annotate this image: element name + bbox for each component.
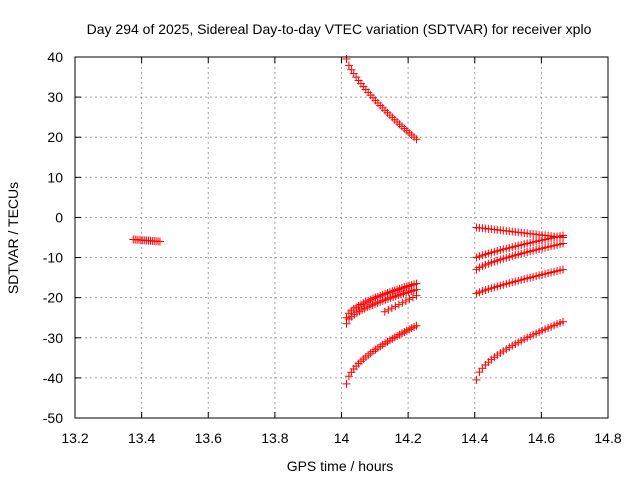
x-axis-label: GPS time / hours [287, 458, 394, 474]
series-arc-11 [472, 317, 568, 384]
data-point [342, 379, 351, 388]
series-arc-5 [380, 291, 421, 316]
grid [75, 57, 608, 418]
chart-title: Day 294 of 2025, Sidereal Day-to-day VTE… [87, 21, 592, 37]
data-point [401, 297, 410, 306]
x-tick-label: 13.4 [128, 430, 155, 446]
series-arc-4 [342, 285, 421, 328]
x-tick-label: 13.6 [195, 430, 222, 446]
data-point [398, 298, 407, 307]
x-tick-label: 13.8 [261, 430, 288, 446]
plot-frame [74, 56, 609, 419]
y-tick-label: -30 [43, 330, 63, 346]
series-arc-9 [472, 239, 568, 274]
data-point [559, 239, 568, 248]
tick-labels: 13.2 13.4 13.6 13.8 14 14.2 14.4 14.6 14.8 -50 -40… [43, 49, 622, 446]
data-point [380, 307, 389, 316]
y-tick-label: 30 [47, 89, 63, 105]
series-arc-2 [342, 55, 421, 144]
y-axis-label: SDTVAR / TECUs [5, 182, 21, 294]
data-point [391, 302, 400, 311]
y-tick-label: 0 [55, 209, 63, 225]
data-point [344, 61, 353, 70]
data-point [405, 295, 414, 304]
y-tick-label: 10 [47, 169, 63, 185]
data-point [559, 231, 568, 240]
y-tick-label: 40 [47, 49, 63, 65]
y-tick-label: -40 [43, 370, 63, 386]
y-tick-label: -20 [43, 290, 63, 306]
series-arc-6 [342, 321, 421, 388]
series-arc-10 [472, 265, 568, 298]
x-tick-label: 14.2 [395, 430, 422, 446]
data-point [408, 293, 417, 302]
x-tick-label: 14.4 [461, 430, 488, 446]
data-point [342, 319, 351, 328]
series-arc-1 [129, 235, 164, 246]
data-point [387, 304, 396, 313]
x-tick-label: 14 [334, 430, 350, 446]
y-tick-label: -10 [43, 250, 63, 266]
y-tick-label: -50 [43, 410, 63, 426]
x-tick-label: 14.8 [594, 430, 621, 446]
data-point [412, 135, 421, 144]
series-arc-8 [472, 231, 568, 262]
y-tick-label: 20 [47, 129, 63, 145]
x-tick-label: 13.2 [61, 430, 88, 446]
data-point [559, 317, 568, 326]
data-point [559, 265, 568, 274]
data-point [342, 55, 351, 64]
data-point [394, 300, 403, 309]
data-point [155, 237, 164, 246]
data-point [412, 291, 421, 300]
x-tick-label: 14.6 [528, 430, 555, 446]
data-point [472, 375, 481, 384]
plot-points [129, 55, 568, 388]
data-point [384, 305, 393, 314]
data-point [412, 321, 421, 330]
